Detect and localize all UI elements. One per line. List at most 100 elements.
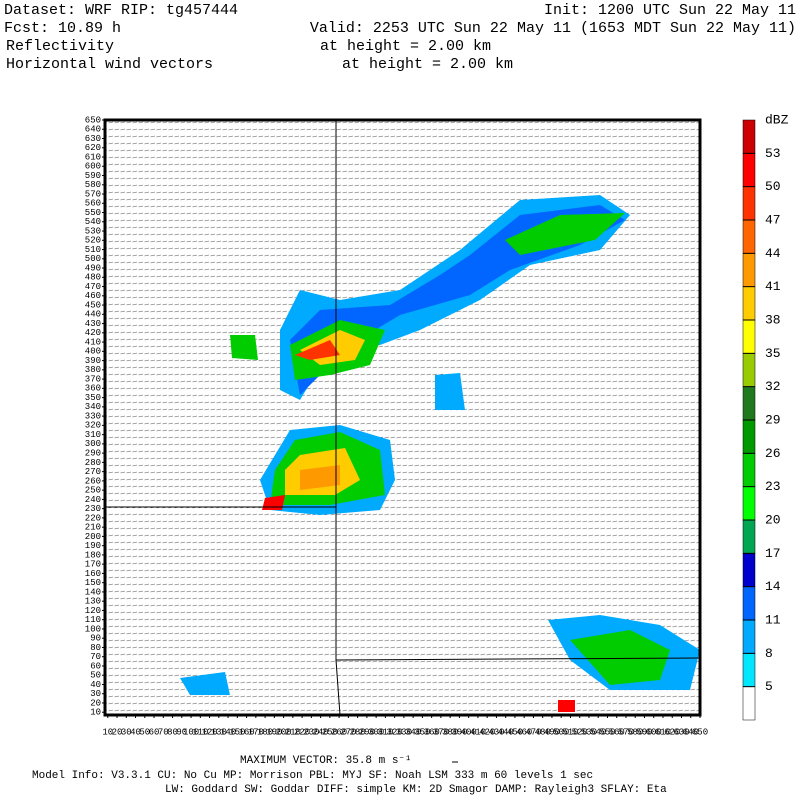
x-axis: 1020304050607080901001101201301401501601… xyxy=(102,715,708,737)
x-tick-label: 430 xyxy=(488,727,504,737)
y-tick-label: 130 xyxy=(85,597,101,607)
x-tick-label: 200 xyxy=(275,727,291,737)
x-tick-label: 420 xyxy=(479,727,495,737)
y-tick-label: 270 xyxy=(85,467,101,477)
colorbar-label: 47 xyxy=(765,212,781,227)
colorbar-box xyxy=(742,186,756,221)
x-tick-label: 60 xyxy=(149,727,160,737)
field1-level: at height = 2.00 km xyxy=(320,38,491,55)
x-tick-label: 480 xyxy=(535,727,551,737)
x-tick-label: 470 xyxy=(525,727,541,737)
colorbar-label: 8 xyxy=(765,646,773,661)
colorbar-box xyxy=(742,286,756,321)
colorbar-label: 50 xyxy=(765,179,781,194)
y-tick-label: 280 xyxy=(85,458,101,468)
field1: Reflectivity xyxy=(6,38,114,55)
x-tick-label: 600 xyxy=(646,727,662,737)
colorbar-box xyxy=(742,453,756,487)
colorbar-box xyxy=(742,653,756,687)
y-tick-label: 480 xyxy=(85,273,101,283)
x-tick-label: 80 xyxy=(167,727,178,737)
y-tick-label: 100 xyxy=(85,624,101,634)
y-tick-label: 400 xyxy=(85,347,101,357)
colorbar-box xyxy=(742,619,756,654)
x-tick-label: 100 xyxy=(183,727,199,737)
y-tick-label: 420 xyxy=(85,328,101,338)
x-tick-label: 10 xyxy=(102,727,113,737)
frame xyxy=(103,118,702,717)
x-tick-label: 50 xyxy=(139,727,150,737)
x-tick-label: 590 xyxy=(636,727,652,737)
x-tick-label: 160 xyxy=(238,727,254,737)
x-tick-label: 180 xyxy=(257,727,273,737)
colorbar-label: 11 xyxy=(765,612,781,627)
y-tick-label: 230 xyxy=(85,504,101,514)
x-tick-label: 310 xyxy=(377,727,393,737)
y-tick-label: 600 xyxy=(85,162,101,172)
y-tick-label: 160 xyxy=(85,569,101,579)
x-tick-label: 620 xyxy=(664,727,680,737)
colorbar-box xyxy=(742,219,756,254)
y-tick-label: 120 xyxy=(85,606,101,616)
x-tick-label: 230 xyxy=(303,727,319,737)
x-tick-label: 610 xyxy=(655,727,671,737)
y-tick-label: 490 xyxy=(85,263,101,273)
init: Init: 1200 UTC Sun 22 May 11 xyxy=(544,2,796,19)
x-tick-label: 290 xyxy=(359,727,375,737)
y-tick-label: 630 xyxy=(85,134,101,144)
fcst: Fcst: 10.89 h xyxy=(4,20,121,37)
field2-level: at height = 2.00 km xyxy=(342,56,513,73)
x-tick-label: 490 xyxy=(544,727,560,737)
y-tick-label: 510 xyxy=(85,245,101,255)
colorbar-label: 38 xyxy=(765,312,781,327)
colorbar-label: 26 xyxy=(765,446,781,461)
physics: LW: Goddard SW: Goddar DIFF: simple KM: … xyxy=(165,784,667,796)
y-tick-label: 530 xyxy=(85,226,101,236)
x-tick-label: 580 xyxy=(627,727,643,737)
plot xyxy=(103,118,702,717)
y-tick-label: 350 xyxy=(85,393,101,403)
colorbar-box xyxy=(742,319,756,354)
x-tick-label: 530 xyxy=(581,727,597,737)
y-tick-label: 200 xyxy=(85,532,101,542)
reflectivity xyxy=(180,195,700,712)
y-tick-label: 180 xyxy=(85,550,101,560)
y-tick-label: 640 xyxy=(85,125,101,135)
x-tick-label: 540 xyxy=(590,727,606,737)
x-tick-label: 390 xyxy=(451,727,467,737)
valid: Valid: 2253 UTC Sun 22 May 11 (1653 MDT … xyxy=(310,20,796,37)
x-tick-label: 260 xyxy=(331,727,347,737)
colorbar-label: 41 xyxy=(765,279,781,294)
x-tick-label: 330 xyxy=(396,727,412,737)
y-tick-label: 450 xyxy=(85,300,101,310)
y-tick-label: 240 xyxy=(85,495,101,505)
y-tick-label: 340 xyxy=(85,402,101,412)
y-tick-label: 140 xyxy=(85,587,101,597)
y-tick-label: 470 xyxy=(85,282,101,292)
x-tick-label: 370 xyxy=(433,727,449,737)
x-tick-label: 70 xyxy=(158,727,169,737)
colorbar-box xyxy=(742,586,756,621)
y-tick-label: 300 xyxy=(85,439,101,449)
dataset: Dataset: WRF RIP: tg457444 xyxy=(4,2,238,19)
colorbar-label: 35 xyxy=(765,346,781,361)
y-tick-label: 590 xyxy=(85,171,101,181)
y-tick-label: 410 xyxy=(85,337,101,347)
x-tick-label: 400 xyxy=(461,727,477,737)
y-tick-label: 380 xyxy=(85,365,101,375)
y-tick-label: 620 xyxy=(85,143,101,153)
y-tick-label: 540 xyxy=(85,217,101,227)
y-tick-label: 580 xyxy=(85,180,101,190)
colorbar-box xyxy=(742,353,756,387)
x-tick-label: 220 xyxy=(294,727,310,737)
y-tick-label: 440 xyxy=(85,310,101,320)
y-tick-label: 150 xyxy=(85,578,101,588)
colorbar-box xyxy=(742,419,756,454)
y-tick-label: 90 xyxy=(90,634,101,644)
colorbar-label: 32 xyxy=(765,379,781,394)
x-tick-label: 460 xyxy=(516,727,532,737)
y-tick-label: 570 xyxy=(85,189,101,199)
y-tick-label: 610 xyxy=(85,152,101,162)
y-tick-label: 170 xyxy=(85,560,101,570)
x-tick-label: 40 xyxy=(130,727,141,737)
